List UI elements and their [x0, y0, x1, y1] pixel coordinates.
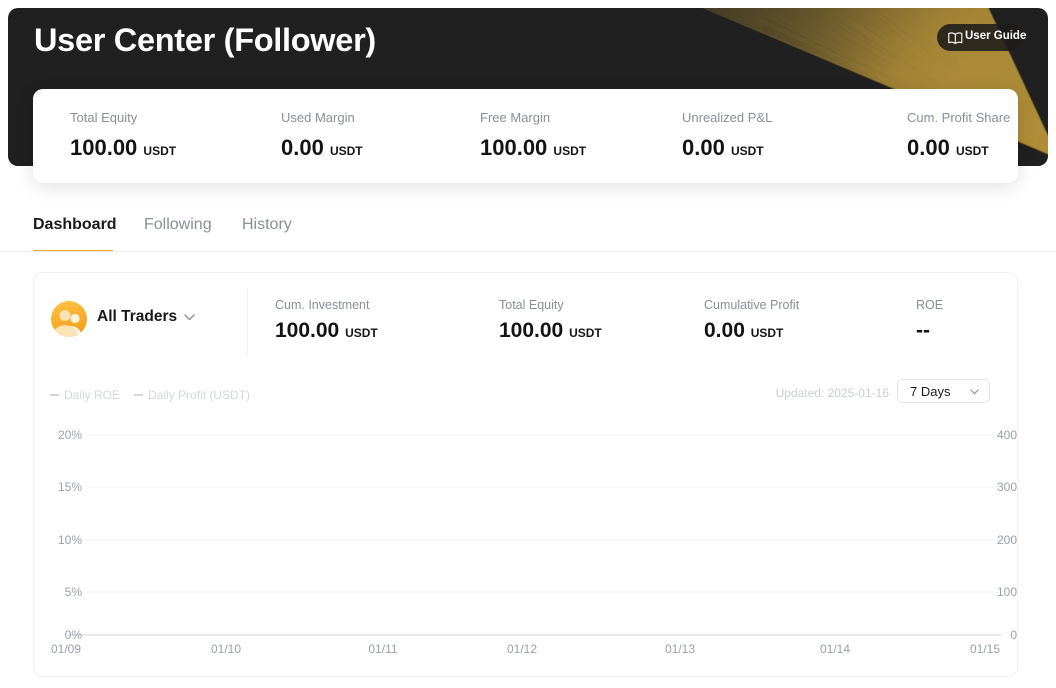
svg-text:300: 300 — [997, 480, 1017, 494]
svg-text:01/09: 01/09 — [51, 642, 81, 656]
svg-text:01/13: 01/13 — [665, 642, 695, 656]
svg-text:10%: 10% — [58, 533, 82, 547]
svg-text:100: 100 — [997, 585, 1017, 599]
svg-text:01/14: 01/14 — [820, 642, 850, 656]
svg-text:20%: 20% — [58, 428, 82, 442]
svg-text:15%: 15% — [58, 480, 82, 494]
svg-text:01/12: 01/12 — [507, 642, 537, 656]
svg-text:0: 0 — [1010, 628, 1017, 642]
svg-text:0%: 0% — [65, 628, 83, 642]
svg-text:01/10: 01/10 — [211, 642, 241, 656]
svg-text:01/11: 01/11 — [368, 642, 397, 656]
svg-text:400: 400 — [997, 428, 1017, 442]
svg-text:01/15: 01/15 — [970, 642, 1000, 656]
svg-text:5%: 5% — [65, 585, 83, 599]
svg-text:200: 200 — [997, 533, 1017, 547]
